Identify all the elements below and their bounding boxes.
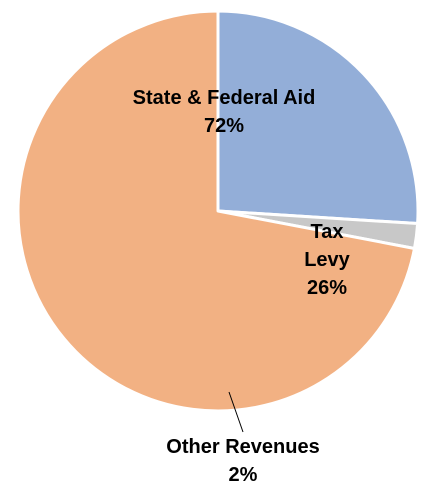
pie-slice-3	[16, 9, 416, 413]
slice-name-label: Other Revenues	[166, 436, 319, 458]
leader-line	[228, 391, 244, 433]
slice-label-1: Tax Levy 26%	[304, 221, 350, 299]
slice-percent-label: 72%	[204, 115, 244, 137]
slice-percent-label: 26%	[307, 277, 347, 299]
slice-label-2: Other Revenues 2%	[166, 436, 319, 486]
slice-labels: Tax Levy 26% Other Revenues 2% State & Federa…	[133, 87, 351, 486]
leader-lines	[228, 391, 244, 433]
pie-slice-1	[216, 9, 420, 226]
slice-label-3: State & Federal Aid 72%	[133, 87, 316, 137]
slice-name-label: State & Federal Aid	[133, 87, 316, 109]
slice-percent-label: 2%	[229, 464, 258, 486]
slice-name-label: Tax	[311, 221, 344, 243]
pie-slices	[16, 9, 420, 413]
slice-name-label: Levy	[304, 249, 350, 271]
